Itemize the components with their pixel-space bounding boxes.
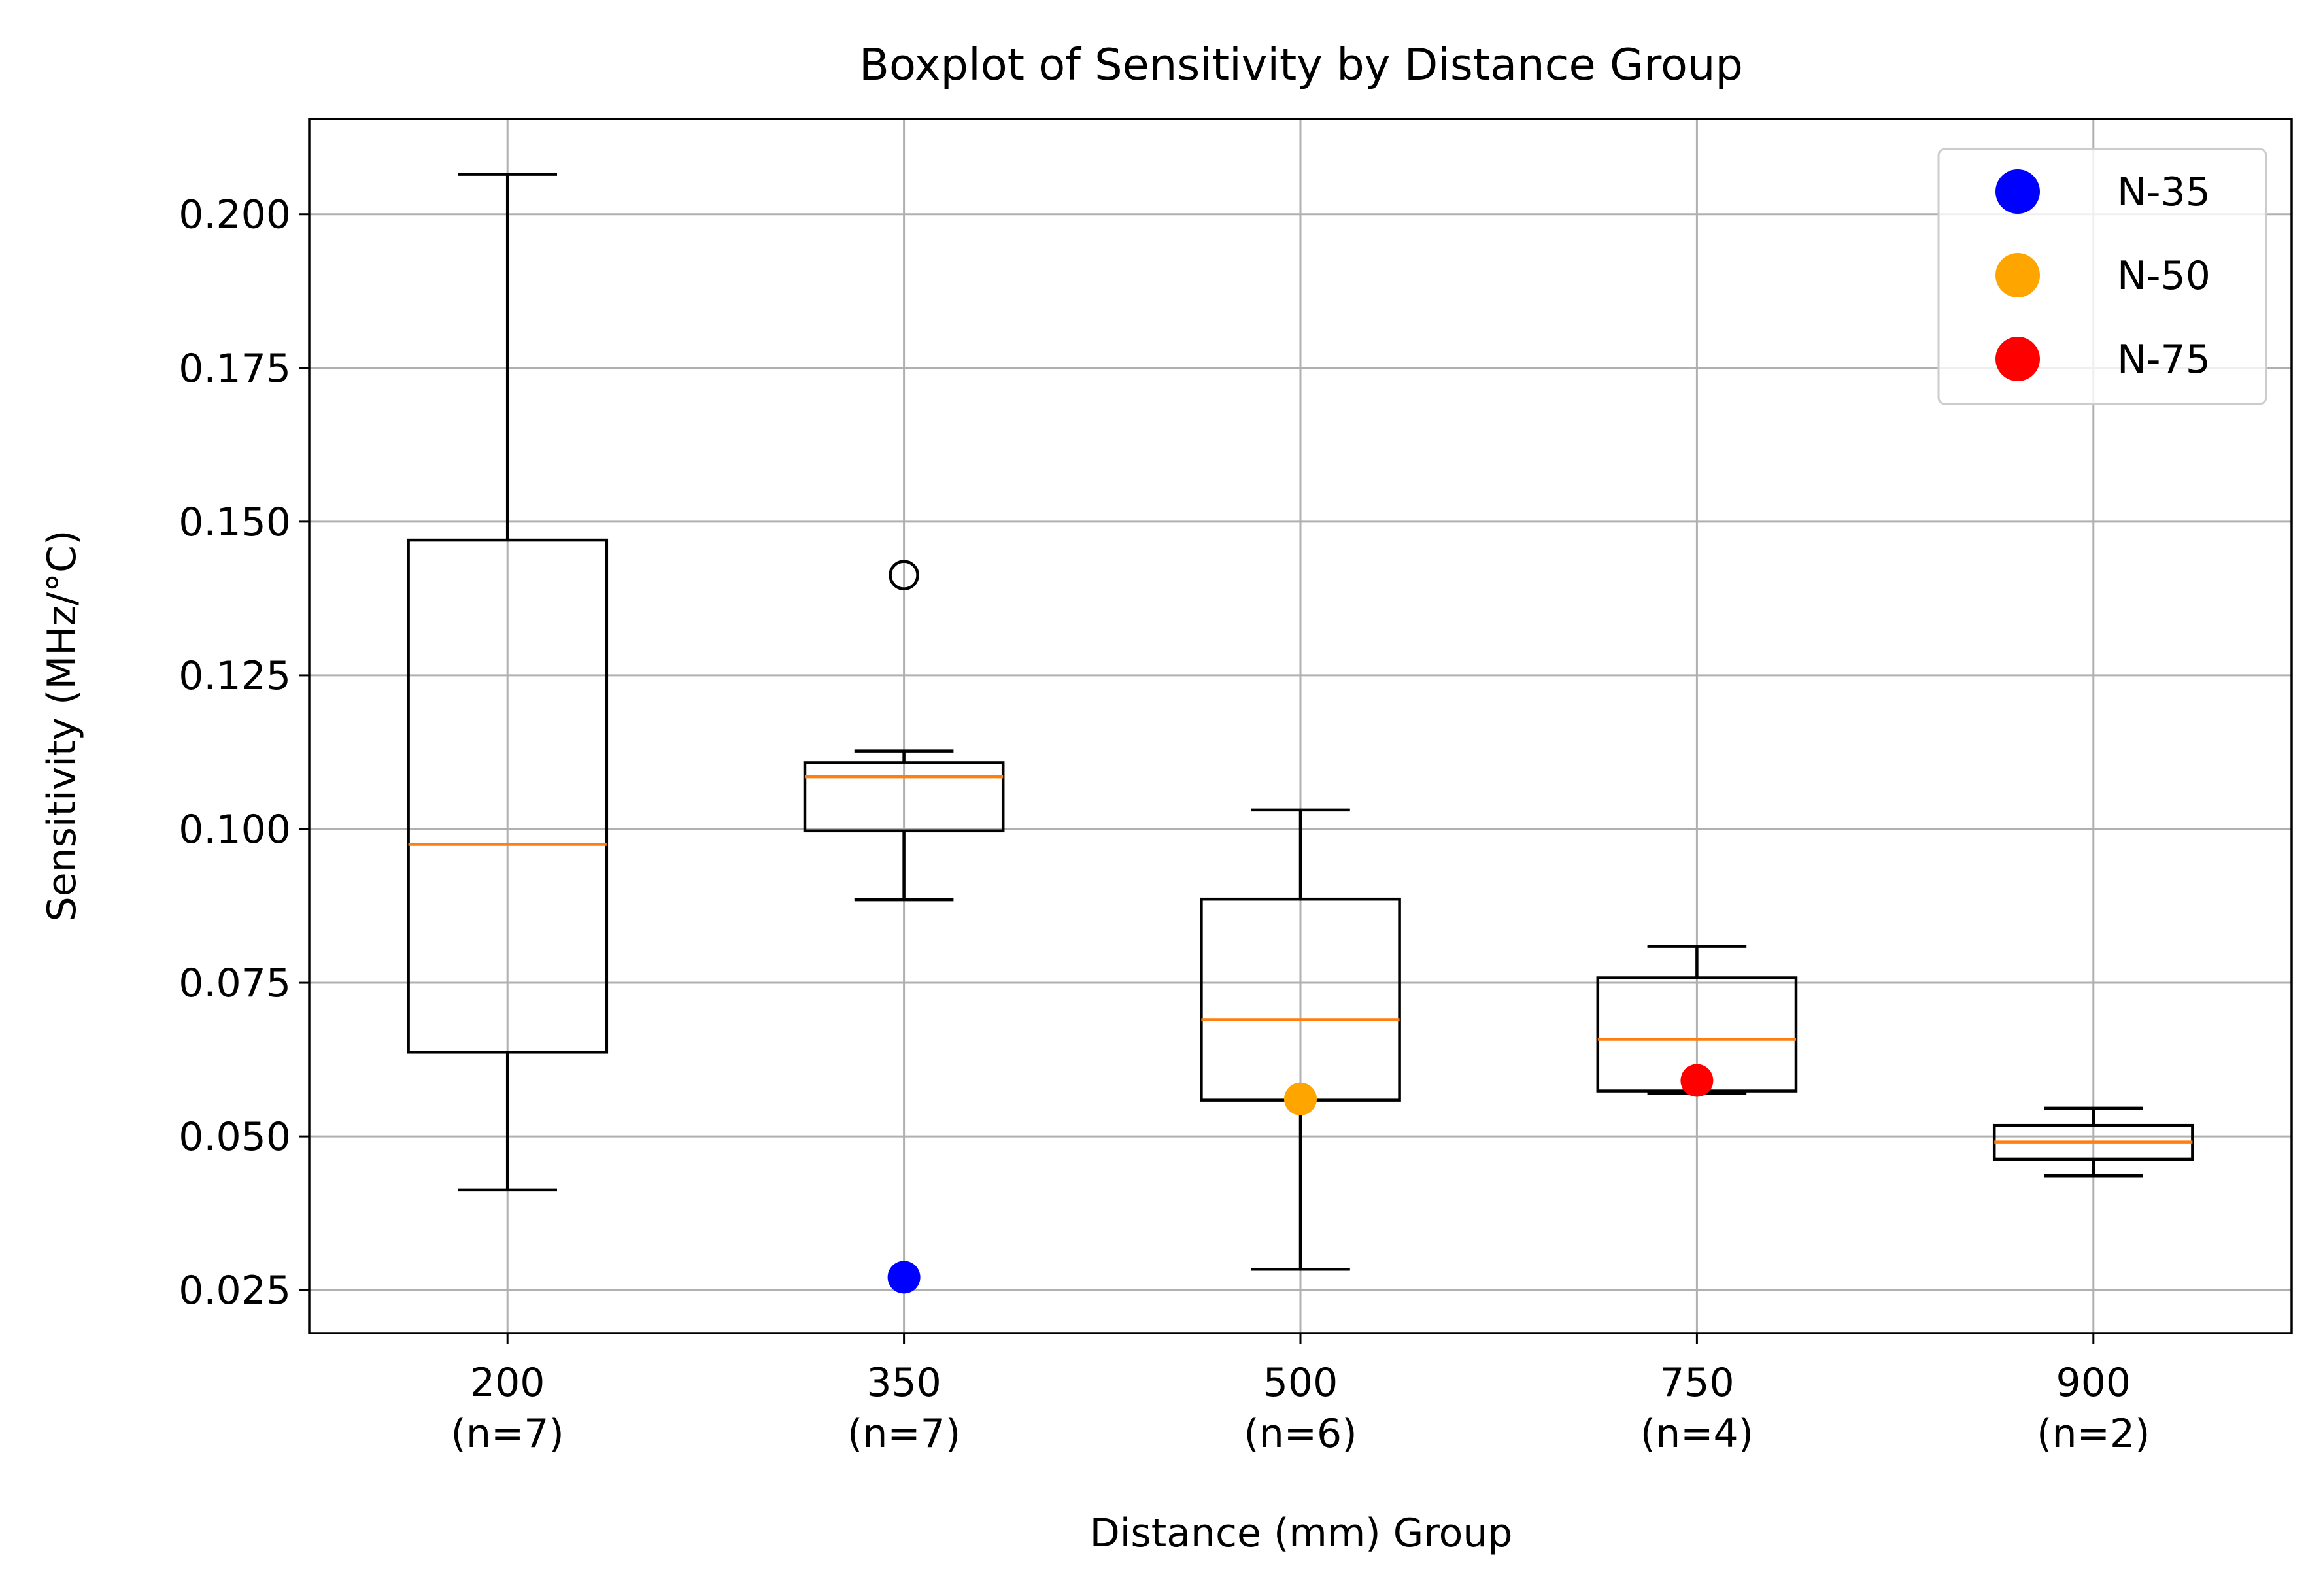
y-tick-label: 0.025 [178, 1268, 291, 1314]
y-tick-label: 0.200 [178, 192, 291, 238]
chart-title: Boxplot of Sensitivity by Distance Group [859, 39, 1743, 90]
y-tick-label: 0.050 [178, 1114, 291, 1160]
box-iqr [407, 538, 609, 1054]
grid-lines [309, 119, 2292, 1333]
legend-label: N-35 [2117, 169, 2211, 215]
outlier-marker [889, 560, 919, 590]
point-n-35 [887, 1261, 921, 1294]
y-axis-label: Sensitivity (MHz/°C) [39, 530, 85, 922]
y-axis: 0.025 0.050 0.075 0.100 0.125 0.150 0.175 0.200 [178, 192, 309, 1314]
legend-marker [1995, 169, 2040, 214]
y-tick-label: 0.100 [178, 807, 291, 853]
legend-label: N-50 [2117, 253, 2211, 299]
x-tick-count-label: (n=7) [451, 1411, 564, 1457]
x-tick-label: 750 [1659, 1360, 1735, 1406]
legend-item-n-35: N-35 [1995, 169, 2211, 215]
legend-marker [1995, 337, 2040, 381]
x-tick-label: 200 [470, 1360, 545, 1406]
point-n-75 [1680, 1064, 1714, 1097]
x-tick-label: 500 [1263, 1360, 1338, 1406]
legend-marker [1995, 253, 2040, 297]
x-axis: 200 (n=7) 350 (n=7) 500 (n=6) 750 (n=4) 900 (n=2) [451, 1333, 2150, 1457]
box-iqr [803, 761, 1005, 833]
y-tick-label: 0.125 [178, 653, 291, 699]
legend-item-n-75: N-75 [1995, 337, 2211, 382]
box-plots [407, 173, 2194, 1271]
legend-box [1937, 148, 2267, 405]
legend-label: N-75 [2117, 337, 2211, 382]
box-group-350 [803, 560, 1005, 902]
x-tick-count-label: (n=4) [1640, 1411, 1754, 1457]
x-tick-count-label: (n=2) [2037, 1411, 2150, 1457]
x-tick-count-label: (n=7) [847, 1411, 960, 1457]
legend: N-35 N-50 N-75 [1937, 148, 2267, 405]
y-tick-label: 0.075 [178, 960, 291, 1006]
y-tick-label: 0.175 [178, 346, 291, 392]
x-tick-label: 900 [2056, 1360, 2131, 1406]
box-group-200 [407, 173, 609, 1192]
x-tick-label: 350 [866, 1360, 941, 1406]
legend-item-n-50: N-50 [1995, 253, 2211, 299]
x-tick-count-label: (n=6) [1244, 1411, 1357, 1457]
x-axis-label: Distance (mm) Group [1090, 1510, 1513, 1556]
sample-points [887, 1064, 1714, 1294]
point-n-50 [1284, 1082, 1317, 1115]
box-group-900 [1992, 1106, 2194, 1178]
y-tick-label: 0.150 [178, 500, 291, 545]
